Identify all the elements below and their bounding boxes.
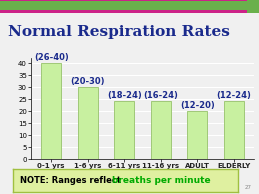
Text: 27: 27	[244, 185, 251, 190]
Text: Normal Respiration Rates: Normal Respiration Rates	[8, 25, 230, 39]
Text: (12-20): (12-20)	[180, 101, 214, 110]
Text: (20-30): (20-30)	[70, 77, 105, 86]
Bar	[224, 101, 244, 159]
Text: (16-24): (16-24)	[143, 91, 178, 100]
Bar	[41, 63, 61, 159]
Bar	[151, 101, 171, 159]
Text: NOTE: Ranges reflect: NOTE: Ranges reflect	[20, 176, 124, 185]
Bar	[187, 111, 207, 159]
Bar	[78, 87, 98, 159]
Text: (26-40): (26-40)	[34, 53, 69, 62]
Bar	[114, 101, 134, 159]
Text: breaths per minute: breaths per minute	[112, 176, 211, 185]
Text: (18-24): (18-24)	[107, 91, 142, 100]
Text: (12-24): (12-24)	[216, 91, 251, 100]
